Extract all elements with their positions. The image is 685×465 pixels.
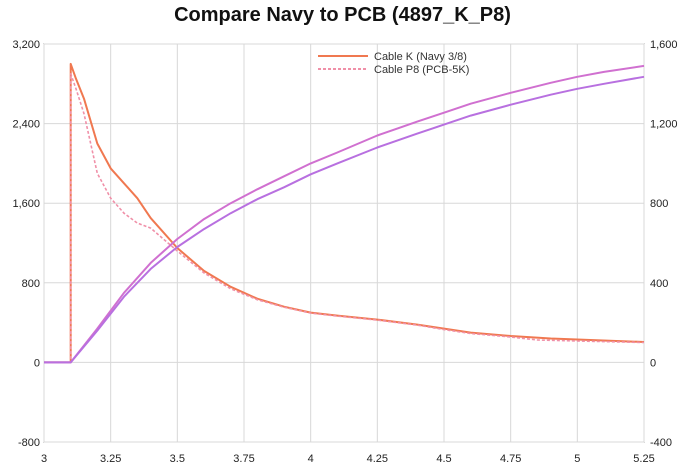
y2-tick-label: -400 (650, 437, 672, 449)
x-tick-label: 4.25 (367, 453, 388, 465)
y-tick-label: 0 (34, 357, 40, 369)
chart-title: Compare Navy to PCB (4897_K_P8) (174, 4, 511, 26)
y-tick-label: 1,600 (12, 198, 40, 210)
series-line-4 (44, 75, 645, 364)
series-line-2 (44, 73, 645, 364)
y-tick-label: -800 (18, 437, 40, 449)
y-tick-label: 2,400 (12, 119, 40, 131)
y2-tick-label: 1,600 (650, 39, 678, 51)
y2-tick-label: 400 (650, 278, 668, 290)
x-tick-label: 4 (308, 453, 314, 465)
x-tick-label: 3 (41, 453, 47, 465)
series-group (44, 62, 645, 364)
x-tick-label: 4.75 (500, 453, 521, 465)
x-tick-label: 3.5 (170, 453, 185, 465)
y-tick-label: 3,200 (12, 39, 40, 51)
series-line-1 (44, 62, 645, 364)
x-tick-label: 4.5 (436, 453, 451, 465)
grid (43, 43, 645, 443)
y2-tick-label: 1,200 (650, 119, 678, 131)
x-tick-label: 3.75 (233, 453, 254, 465)
legend-label: Cable K (Navy 3/8) (374, 51, 467, 63)
tick-labels: 3 3.25 3.5 3.75 4 4.25 4.5 4.75 5 5.25 -800 0 800 1,6… (12, 39, 677, 465)
y2-tick-label: 0 (650, 357, 656, 369)
y2-tick-label: 800 (650, 198, 668, 210)
x-tick-label: 5 (574, 453, 580, 465)
x-tick-label: 3.25 (100, 453, 121, 465)
legend-label: Cable P8 (PCB-5K) (374, 64, 469, 76)
y-tick-label: 800 (22, 278, 40, 290)
plot-area (43, 43, 645, 443)
x-tick-label: 5.25 (633, 453, 654, 465)
legend: Cable K (Navy 3/8)Cable P8 (PCB-5K) (318, 51, 469, 76)
series-line-3 (44, 64, 645, 364)
